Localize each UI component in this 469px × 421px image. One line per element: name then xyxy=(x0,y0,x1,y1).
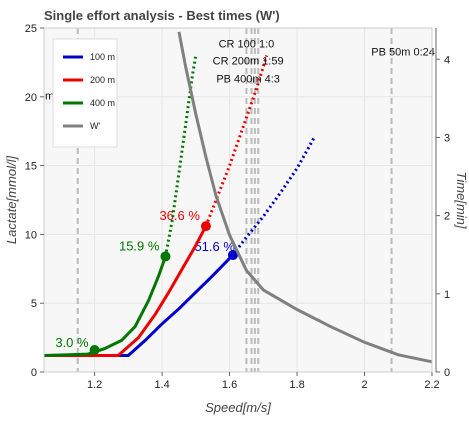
y-tick-label-0: 0 xyxy=(31,367,37,379)
y-tick-label-5: 25 xyxy=(25,23,37,35)
x-tick-label-4: 2 xyxy=(361,379,367,391)
annotation-3: PB 50m 0:24 xyxy=(371,46,435,58)
series-marker-100-m xyxy=(227,250,238,261)
y2-tick-label-1: 1 xyxy=(444,289,450,301)
y-tick-label-4: 20 xyxy=(25,92,37,104)
series-dotted-400-m xyxy=(164,55,198,257)
series-layer: 51.6 % 36.6 % 15.9 % 3.0 % xyxy=(43,31,433,364)
x-axis-label: Speed[m/s] xyxy=(205,400,271,415)
x-tick-label-1: 1.4 xyxy=(154,379,169,391)
series-line-200-m xyxy=(44,225,208,357)
legend-label-0: 100 m xyxy=(90,52,115,62)
plot-frame xyxy=(43,27,433,373)
series-line-100-m xyxy=(44,253,234,357)
annotation-0: CR 100 1:0 xyxy=(219,39,275,51)
x-axis: 1.2 1.4 1.6 1.8 2 2.2 xyxy=(87,372,440,391)
y-axis-label: Lactate[mmol/l] xyxy=(4,156,19,245)
x-tick-label-2: 1.6 xyxy=(222,379,237,391)
series-line-400-m xyxy=(43,255,167,357)
series-marker-200-m xyxy=(200,221,211,232)
legend-label-1: 200 m xyxy=(90,75,115,85)
annotation-layer: CR 100 1:0 CR 200m 1:59 PB 400m 4:3 PB 50m … xyxy=(45,39,435,103)
series-marker-400-m xyxy=(160,251,171,262)
y-tick-label-3: 15 xyxy=(25,161,37,173)
y2-tick-label-2: 2 xyxy=(444,211,450,223)
series-marker-label-400-m: 15.9 % xyxy=(119,238,160,253)
x-tick-label-5: 2.2 xyxy=(424,379,439,391)
x-tick-label-3: 1.8 xyxy=(289,379,304,391)
y-tick-label-1: 5 xyxy=(31,298,37,310)
legend: 100 m 200 m 400 m W' xyxy=(52,38,118,148)
y2-tick-label-0: 0 xyxy=(444,367,450,379)
y-axis-right: 0 1 2 3 4 xyxy=(435,28,450,379)
series-marker2-label-400-m: 3.0 % xyxy=(55,335,89,350)
y2-tick-label-3: 3 xyxy=(444,132,450,144)
legend-label-3: W' xyxy=(90,121,100,131)
x-tick-label-0: 1.2 xyxy=(87,379,102,391)
y-axis-left: 0 5 10 15 20 25 xyxy=(25,23,44,379)
series-marker-label-100-m: 51.6 % xyxy=(194,239,235,254)
legend-label-2: 400 m xyxy=(90,98,115,108)
chart-title: Single effort analysis - Best times (W') xyxy=(44,8,280,23)
series-line-wprime xyxy=(177,31,433,364)
annotation-2: PB 400m 4:3 xyxy=(216,74,280,86)
series-marker2-400-m xyxy=(89,344,100,355)
series-dotted-200-m xyxy=(204,55,269,227)
reference-lines xyxy=(76,28,393,372)
y-tick-label-2: 10 xyxy=(25,229,37,241)
series-marker-label-200-m: 36.6 % xyxy=(159,208,200,223)
y2-tick-label-4: 4 xyxy=(444,54,450,66)
annotation-1: CR 200m 1:59 xyxy=(213,56,284,68)
y2-axis-label: Time[min] xyxy=(454,172,469,229)
left-edge-text: m xyxy=(45,91,54,103)
